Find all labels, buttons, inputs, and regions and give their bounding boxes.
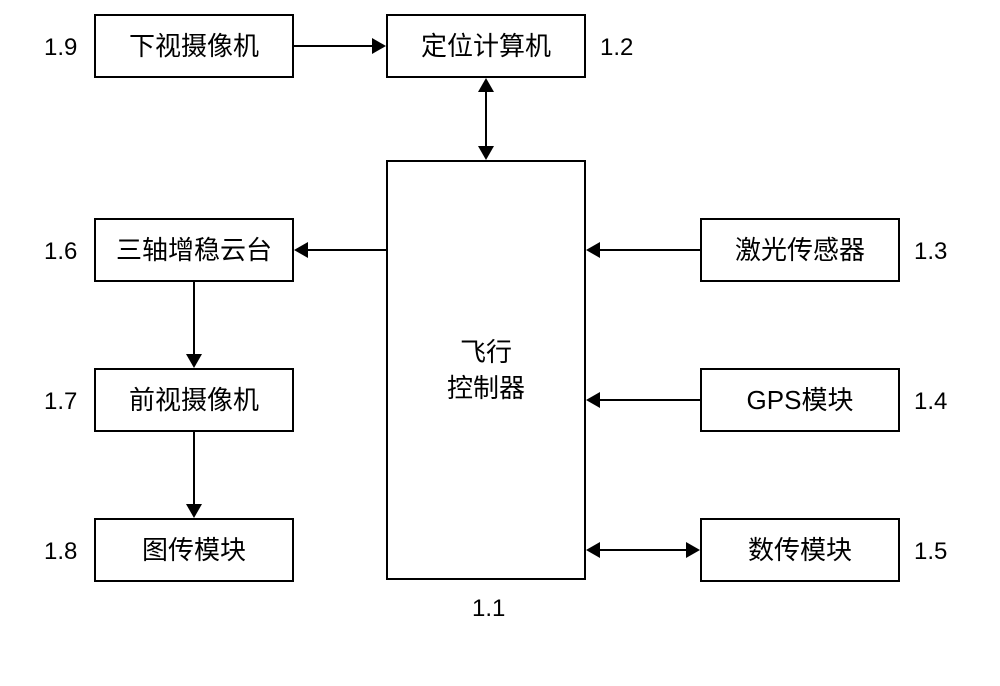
edge-line <box>600 249 700 251</box>
node-label: 图传模块 <box>142 532 246 568</box>
node-gps-module: GPS模块 <box>700 368 900 432</box>
node-number: 1.6 <box>44 238 77 266</box>
arrow-down-icon <box>478 146 494 160</box>
node-positioning-computer: 定位计算机 <box>386 14 586 78</box>
node-image-transmission: 图传模块 <box>94 518 294 582</box>
edge-line <box>485 92 487 146</box>
arrow-right-icon <box>686 542 700 558</box>
node-gimbal: 三轴增稳云台 <box>94 218 294 282</box>
node-number: 1.2 <box>600 34 633 62</box>
node-number: 1.1 <box>472 595 505 623</box>
node-label: 三轴增稳云台 <box>116 232 272 268</box>
node-number: 1.8 <box>44 538 77 566</box>
edge-line <box>193 282 195 354</box>
edge-line <box>294 45 372 47</box>
node-laser-sensor: 激光传感器 <box>700 218 900 282</box>
arrow-left-icon <box>586 242 600 258</box>
edge-line <box>308 249 386 251</box>
arrow-down-icon <box>186 354 202 368</box>
arrow-up-icon <box>478 78 494 92</box>
edge-line <box>600 399 700 401</box>
node-label: 飞行 控制器 <box>447 334 525 407</box>
node-front-camera: 前视摄像机 <box>94 368 294 432</box>
arrow-left-icon <box>586 392 600 408</box>
node-flight-controller: 飞行 控制器 <box>386 160 586 580</box>
edge-line <box>193 432 195 504</box>
node-label: GPS模块 <box>747 382 854 418</box>
node-label: 数传模块 <box>748 532 852 568</box>
node-number: 1.4 <box>914 388 947 416</box>
node-data-transmission: 数传模块 <box>700 518 900 582</box>
node-number: 1.5 <box>914 538 947 566</box>
node-number: 1.7 <box>44 388 77 416</box>
edge-line <box>600 549 686 551</box>
arrow-down-icon <box>186 504 202 518</box>
node-label: 下视摄像机 <box>129 28 259 64</box>
node-label: 定位计算机 <box>421 28 551 64</box>
node-number: 1.3 <box>914 238 947 266</box>
node-label: 前视摄像机 <box>129 382 259 418</box>
node-label: 激光传感器 <box>735 232 865 268</box>
node-number: 1.9 <box>44 34 77 62</box>
arrow-right-icon <box>372 38 386 54</box>
node-down-camera: 下视摄像机 <box>94 14 294 78</box>
arrow-left-icon <box>586 542 600 558</box>
arrow-left-icon <box>294 242 308 258</box>
